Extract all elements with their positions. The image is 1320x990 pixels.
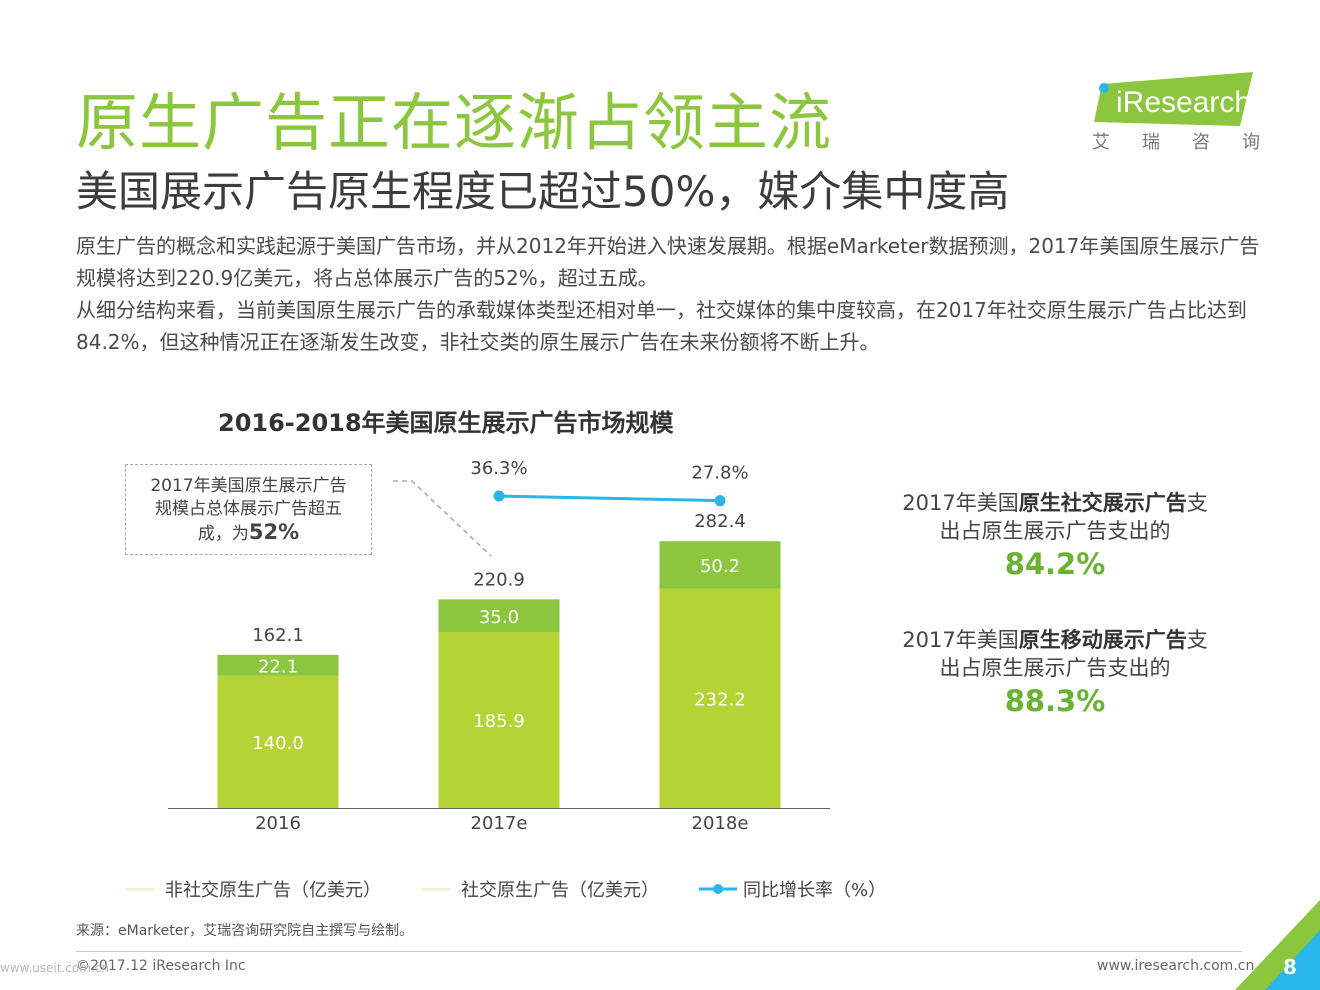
stat-mobile: 2017年美国原生移动展示广告支 出占原生展示广告支出的 88.3% (880, 626, 1230, 720)
legend-label: 同比增长率（%） (743, 880, 887, 901)
body-paragraph-1: 原生广告的概念和实践起源于美国广告市场，并从2012年开始进入快速发展期。根据e… (76, 234, 1260, 290)
data-label-social: 50.2 (700, 556, 740, 577)
legend-item-growth: 同比增长率（%） (699, 876, 886, 902)
callout-line: 规模占总体展示广告超五 (155, 499, 342, 519)
data-label-social: 22.1 (258, 656, 298, 677)
legend-swatch (125, 887, 155, 891)
stat-line2: 出占原生展示广告支出的 (939, 656, 1171, 680)
legend-item-social: 社交原生广告（亿美元） (421, 876, 659, 902)
body-paragraph-2: 从细分结构来看，当前美国原生展示广告的承载媒体类型还相对单一，社交媒体的集中度较… (76, 298, 1247, 354)
page-title: 原生广告正在逐渐占领主流 (76, 86, 833, 159)
legend-line-marker (699, 884, 737, 894)
stat-social: 2017年美国原生社交展示广告支 出占原生展示广告支出的 84.2% (880, 489, 1230, 583)
bar-nonsocial (217, 675, 339, 808)
logo-brand-text: iResearch (1116, 86, 1251, 119)
bar-nonsocial (438, 632, 560, 808)
data-label-total: 162.1 (252, 625, 304, 646)
stat-line2: 出占原生展示广告支出的 (939, 519, 1171, 543)
chart-legend: 非社交原生广告（亿美元） 社交原生广告（亿美元） 同比增长率（%） (125, 876, 926, 902)
stat-value: 88.3% (1004, 684, 1106, 718)
logo-char: 艾 (1092, 132, 1110, 153)
stat-bold: 原生移动展示广告 (1018, 628, 1187, 652)
logo-char: 瑞 (1142, 132, 1160, 153)
logo-char: 询 (1242, 132, 1260, 153)
legend-item-nonsocial: 非社交原生广告（亿美元） (125, 876, 381, 902)
data-label-nonsocial: 185.9 (473, 711, 525, 732)
stat-suffix: 支 (1186, 628, 1208, 652)
page-subtitle: 美国展示广告原生程度已超过50%，媒介集中度高 (76, 167, 1010, 216)
data-label-social: 35.0 (479, 607, 519, 628)
growth-line (498, 494, 721, 503)
callout-value: 52% (248, 520, 300, 544)
page-number: 8 (1283, 955, 1297, 979)
source-note: 来源：eMarketer，艾瑞咨询研究院自主撰写与绘制。 (76, 923, 414, 939)
bar-social (217, 654, 339, 676)
stat-suffix: 支 (1186, 491, 1208, 515)
x-tick-label: 2018e (692, 813, 749, 834)
stat-bold: 原生社交展示广告 (1018, 491, 1187, 515)
chart-title: 2016-2018年美国原生展示广告市场规模 (218, 409, 674, 437)
watermark: www.useit.com.cn (0, 961, 109, 975)
data-label-total: 282.4 (694, 511, 746, 532)
footer-website: www.iresearch.com.cn (1097, 958, 1255, 974)
bar-social (438, 599, 560, 633)
stat-value: 84.2% (1004, 547, 1106, 581)
data-label-nonsocial: 140.0 (252, 733, 304, 754)
data-label-total: 220.9 (473, 569, 525, 590)
x-tick-label: 2016 (255, 813, 301, 834)
footer-divider (76, 951, 1242, 952)
bar-nonsocial (659, 588, 781, 808)
logo-chinese: 艾 瑞 咨 询 (1092, 128, 1260, 154)
x-tick-label: 2017e (471, 813, 528, 834)
legend-label: 非社交原生广告（亿美元） (165, 880, 381, 901)
growth-label: 36.3% (470, 458, 527, 479)
legend-swatch (421, 887, 451, 891)
logo-char: 咨 (1192, 132, 1210, 153)
callout-box: 2017年美国原生展示广告 规模占总体展示广告超五 成，为52% (125, 464, 372, 555)
legend-label: 社交原生广告（亿美元） (461, 880, 659, 901)
growth-point (493, 490, 505, 502)
growth-point (714, 495, 726, 507)
callout-line: 成，为 (197, 524, 249, 544)
bar-social (659, 541, 781, 589)
data-label-nonsocial: 232.2 (694, 689, 746, 710)
iresearch-logo: iResearch (1094, 72, 1253, 126)
callout-connector (393, 480, 492, 557)
callout-line: 2017年美国原生展示广告 (150, 476, 347, 496)
footer-copyright: ©2017.12 iResearch Inc (76, 958, 246, 974)
stat-prefix: 2017年美国 (902, 491, 1019, 515)
growth-label: 27.8% (691, 463, 748, 484)
corner-decoration (1235, 900, 1320, 990)
stat-prefix: 2017年美国 (902, 628, 1019, 652)
